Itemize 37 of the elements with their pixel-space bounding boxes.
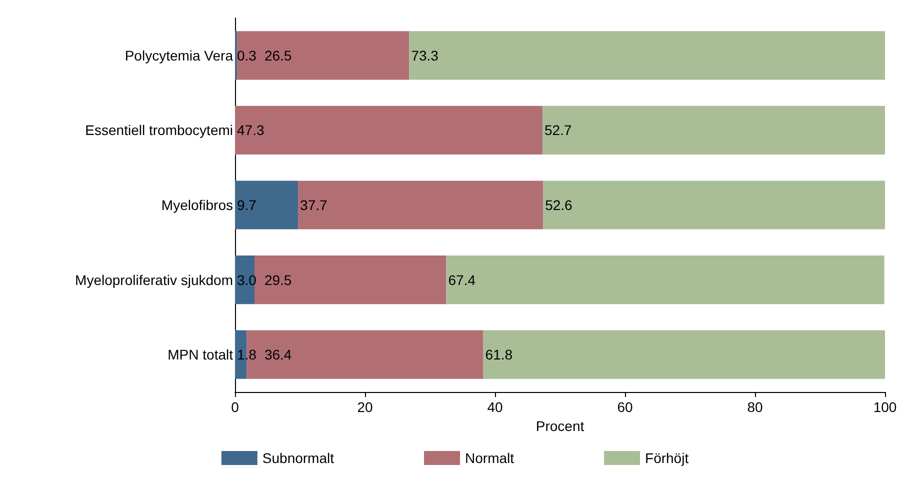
bar (235, 106, 542, 155)
bar (254, 255, 446, 304)
x-tick-label: 60 (617, 399, 633, 415)
x-tick-label: 20 (357, 399, 373, 415)
legend-label: Förhöjt (645, 450, 689, 466)
data-label: 29.5 (264, 272, 292, 288)
x-tick-label: 80 (747, 399, 763, 415)
data-label: 61.8 (485, 346, 513, 363)
x-tick-label: 40 (487, 399, 503, 415)
data-label: 0.3 (237, 47, 257, 64)
y-tick-label: Myelofibros (161, 197, 233, 213)
data-label: 52.7 (544, 122, 572, 138)
bar (236, 31, 410, 80)
data-label: 52.6 (545, 197, 573, 213)
x-tick-label: 0 (231, 399, 240, 415)
bar (446, 255, 884, 304)
legend-label: Subnormalt (262, 450, 334, 466)
data-label: 47.3 (237, 122, 264, 138)
y-tick-label: Essentiell trombocytemi (85, 122, 233, 138)
legend-label: Normalt (465, 450, 514, 466)
data-label: 36.4 (264, 346, 292, 363)
y-tick-label: Myeloproliferativ sjukdom (75, 272, 233, 288)
bar (235, 180, 298, 230)
y-tick-label: MPN totalt (168, 346, 234, 363)
bar (542, 106, 885, 155)
bar (298, 180, 544, 230)
x-tick-label: 100 (873, 399, 897, 415)
bar (409, 31, 885, 80)
bar (543, 180, 885, 230)
data-label: 67.4 (448, 272, 476, 288)
y-tick-label: Polycytemia Vera (124, 47, 234, 64)
data-label: 37.7 (300, 197, 328, 213)
bar (483, 330, 885, 379)
x-axis-title: Procent (536, 418, 584, 434)
data-label: 26.5 (264, 47, 292, 64)
data-label: 73.3 (411, 47, 439, 64)
data-label: 9.7 (237, 197, 257, 213)
